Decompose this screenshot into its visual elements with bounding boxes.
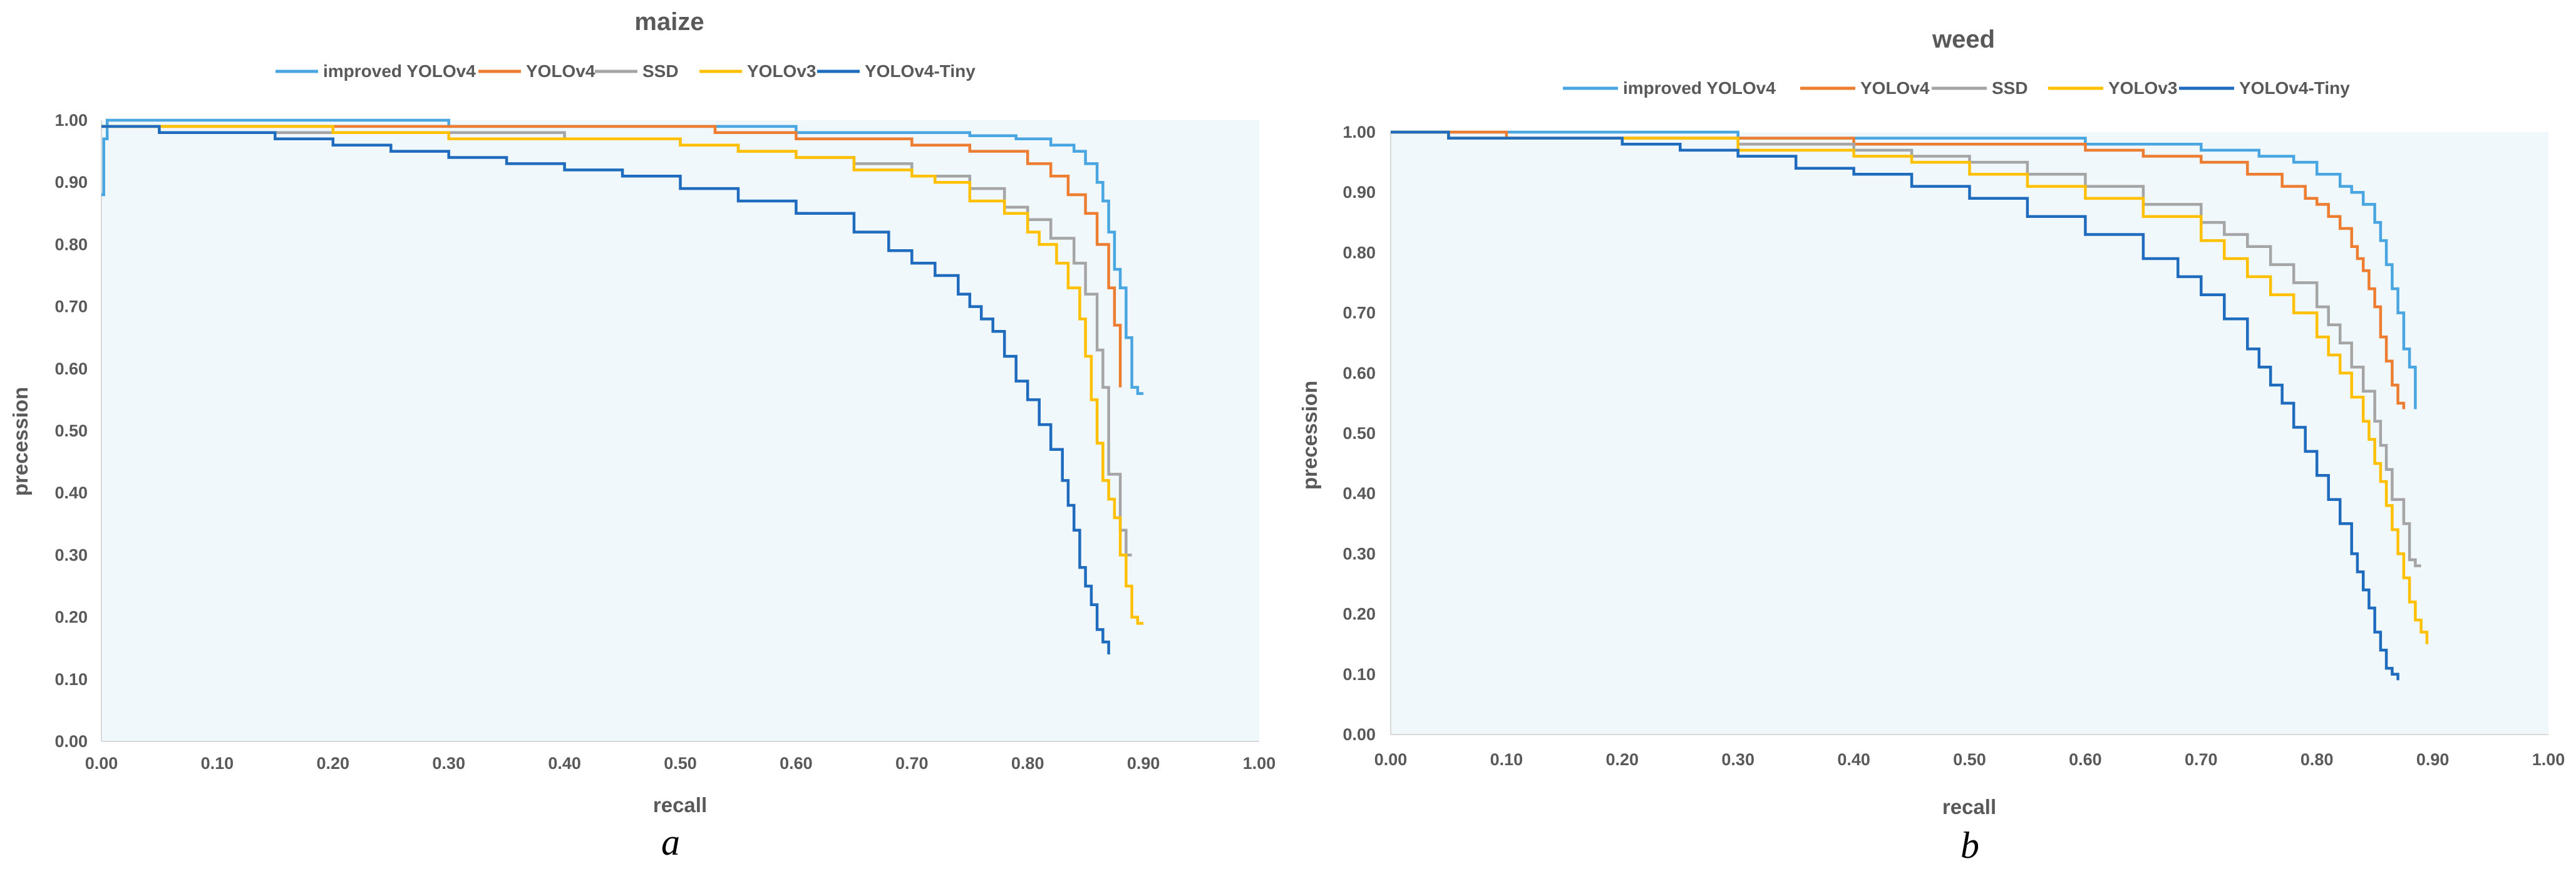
y-axis-label: precession	[1298, 381, 1321, 490]
y-tick-label: 0.60	[1342, 364, 1376, 383]
plot-area	[101, 120, 1259, 741]
y-tick-label: 0.70	[1342, 304, 1376, 322]
x-axis-label: recall	[1942, 795, 1996, 818]
x-axis-label: recall	[653, 793, 707, 817]
legend-item-yolov4: YOLOv4	[478, 61, 595, 81]
y-tick-label: 0.40	[54, 483, 88, 502]
y-tick-label: 0.10	[54, 670, 88, 689]
y-tick-label: 0.80	[54, 235, 88, 254]
y-tick-label: 1.00	[54, 111, 88, 130]
series-line-ssd	[1391, 130, 2421, 567]
y-tick-label: 0.30	[1342, 544, 1376, 563]
x-tick-label: 1.00	[2532, 750, 2565, 769]
chart-title: maize	[634, 8, 704, 36]
y-tick-label: 0.10	[1342, 665, 1376, 684]
series-line-yolov3	[101, 125, 1144, 625]
legend-label: SSD	[1992, 78, 2028, 98]
x-tick-label: 0.60	[2069, 750, 2102, 769]
legend-label: improved YOLOv4	[1623, 78, 1776, 98]
x-tick-label: 0.30	[1721, 750, 1754, 769]
legend-item-yolov4-tiny: YOLOv4-Tiny	[2179, 78, 2350, 98]
series-line-yolov4	[1391, 130, 2406, 410]
y-tick-label: 0.80	[1342, 243, 1376, 262]
legend-label: SSD	[642, 61, 679, 81]
figure-caption: a	[661, 822, 680, 863]
legend-label: YOLOv4	[526, 61, 595, 81]
y-tick-label: 0.00	[54, 732, 88, 751]
x-tick-label: 1.00	[1243, 754, 1276, 773]
x-tick-label: 0.20	[1606, 750, 1639, 769]
chart-maize: maize improved YOLOv4 YOLOv4 SSD YOLOv3 YOLO…	[9, 8, 1275, 863]
series-layer	[101, 118, 1144, 655]
figure-caption: b	[1960, 825, 1979, 866]
x-tick-label: 0.90	[2416, 750, 2450, 769]
y-tick-label: 0.30	[54, 545, 88, 564]
x-tick-label: 0.70	[2185, 750, 2218, 769]
x-tick-labels: 0.00 0.10 0.20 0.30 0.40 0.50 0.60 0.70 0.80 0.90…	[85, 754, 1276, 773]
x-tick-label: 0.10	[1490, 750, 1523, 769]
legend-label: YOLOv3	[2108, 78, 2177, 98]
legend-label: YOLOv4-Tiny	[865, 61, 976, 81]
x-tick-label: 0.80	[2300, 750, 2334, 769]
y-tick-label: 0.40	[1342, 484, 1376, 503]
x-tick-label: 0.00	[1374, 750, 1408, 769]
x-tick-label: 0.60	[780, 754, 813, 773]
plot-area	[1391, 132, 2548, 734]
legend-label: improved YOLOv4	[323, 61, 476, 81]
legend-item-ssd: SSD	[595, 61, 679, 81]
legend-item-ssd: SSD	[1932, 78, 2028, 98]
series-line-yolov4	[101, 125, 1122, 388]
y-tick-label: 0.20	[54, 608, 88, 627]
legend: improved YOLOv4 YOLOv4 SSD YOLOv3 YOLOv4-Tin…	[1563, 78, 2350, 98]
x-tick-label: 0.80	[1011, 754, 1044, 773]
axes	[101, 120, 1259, 742]
y-axis-label: precession	[9, 387, 32, 496]
series-line-yolov3	[1391, 130, 2429, 644]
legend-label: YOLOv4	[1860, 78, 1930, 98]
legend-label: YOLOv4-Tiny	[2239, 78, 2350, 98]
x-tick-label: 0.50	[1953, 750, 1986, 769]
x-tick-label: 0.20	[317, 754, 350, 773]
x-tick-labels: 0.00 0.10 0.20 0.30 0.40 0.50 0.60 0.70 0.80 0.90…	[1374, 750, 2565, 769]
series-line-yolov4-tiny	[1391, 130, 2399, 681]
y-tick-label: 0.50	[1342, 424, 1376, 443]
y-tick-label: 0.70	[54, 297, 88, 316]
x-tick-label: 0.50	[664, 754, 697, 773]
y-tick-label: 0.00	[1342, 725, 1376, 744]
legend-label: YOLOv3	[747, 61, 816, 81]
y-tick-labels: 0.00 0.10 0.20 0.30 0.40 0.50 0.60 0.70 0.80 0.90…	[54, 111, 88, 751]
series-line-yolov4-tiny	[101, 125, 1110, 655]
y-tick-label: 0.90	[54, 173, 88, 192]
legend-item-yolov3: YOLOv3	[699, 61, 816, 81]
legend: improved YOLOv4 YOLOv4 SSD YOLOv3 YOLOv4-Tin…	[276, 61, 976, 81]
series-line-improved-yolov4	[1391, 130, 2417, 410]
legend-item-improved-yolov4: improved YOLOv4	[276, 61, 476, 81]
x-tick-label: 0.90	[1127, 754, 1160, 773]
x-tick-label: 0.30	[432, 754, 465, 773]
y-tick-label: 0.50	[54, 421, 88, 440]
y-tick-label: 0.60	[54, 359, 88, 378]
legend-item-yolov4-tiny: YOLOv4-Tiny	[817, 61, 976, 81]
series-line-ssd	[101, 125, 1132, 557]
legend-item-yolov3: YOLOv3	[2048, 78, 2177, 98]
y-tick-label: 0.90	[1342, 183, 1376, 202]
chart-weed: weed improved YOLOv4 YOLOv4 SSD YOLOv3 YOLOv…	[1298, 26, 2565, 866]
series-layer	[1391, 130, 2429, 681]
x-tick-label: 0.40	[1837, 750, 1870, 769]
x-tick-label: 0.00	[85, 754, 118, 773]
series-line-improved-yolov4	[101, 118, 1144, 395]
y-tick-labels: 0.00 0.10 0.20 0.30 0.40 0.50 0.60 0.70 0.80 0.90…	[1342, 123, 1376, 744]
chart-title: weed	[1932, 26, 1995, 53]
x-tick-label: 0.70	[895, 754, 929, 773]
y-tick-label: 0.20	[1342, 605, 1376, 624]
y-tick-label: 1.00	[1342, 123, 1376, 142]
legend-item-yolov4: YOLOv4	[1800, 78, 1930, 98]
x-tick-label: 0.10	[201, 754, 234, 773]
x-tick-label: 0.40	[548, 754, 581, 773]
legend-item-improved-yolov4: improved YOLOv4	[1563, 78, 1776, 98]
axes	[1390, 132, 2548, 735]
